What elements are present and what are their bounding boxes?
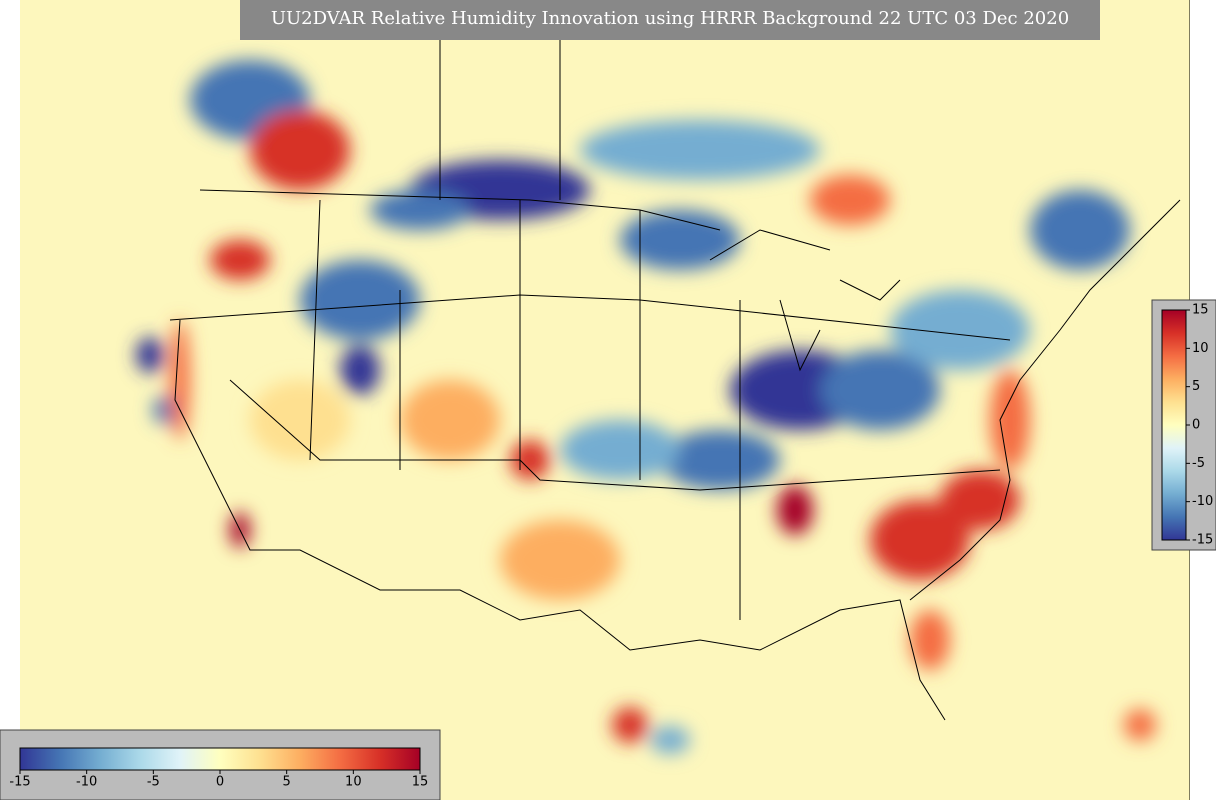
innovation-field xyxy=(136,60,1156,754)
tick-label: -5 xyxy=(147,775,160,790)
tick-label: -10 xyxy=(76,775,97,790)
tick-label: -15 xyxy=(9,775,30,790)
tick-label: -10 xyxy=(1192,494,1213,509)
tick-label: 0 xyxy=(1192,418,1200,433)
tick-label: 10 xyxy=(1192,341,1209,356)
boundaries xyxy=(169,0,1190,800)
title-box xyxy=(240,0,1100,40)
tick-label: 5 xyxy=(1192,379,1200,394)
map-title: UU2DVAR Relative Humidity Innovation usi… xyxy=(271,8,1069,29)
tick-label: -15 xyxy=(1192,533,1213,548)
tick-label: 0 xyxy=(216,775,224,790)
tick-label: 15 xyxy=(1192,303,1209,318)
colorbar-vertical xyxy=(1161,309,1187,541)
tick-label: 15 xyxy=(412,775,429,790)
colorbar-horizontal xyxy=(19,747,421,771)
tick-label: 5 xyxy=(283,775,291,790)
tick-label: 10 xyxy=(345,775,362,790)
map-area xyxy=(20,0,1190,800)
tick-label: -5 xyxy=(1192,456,1205,471)
